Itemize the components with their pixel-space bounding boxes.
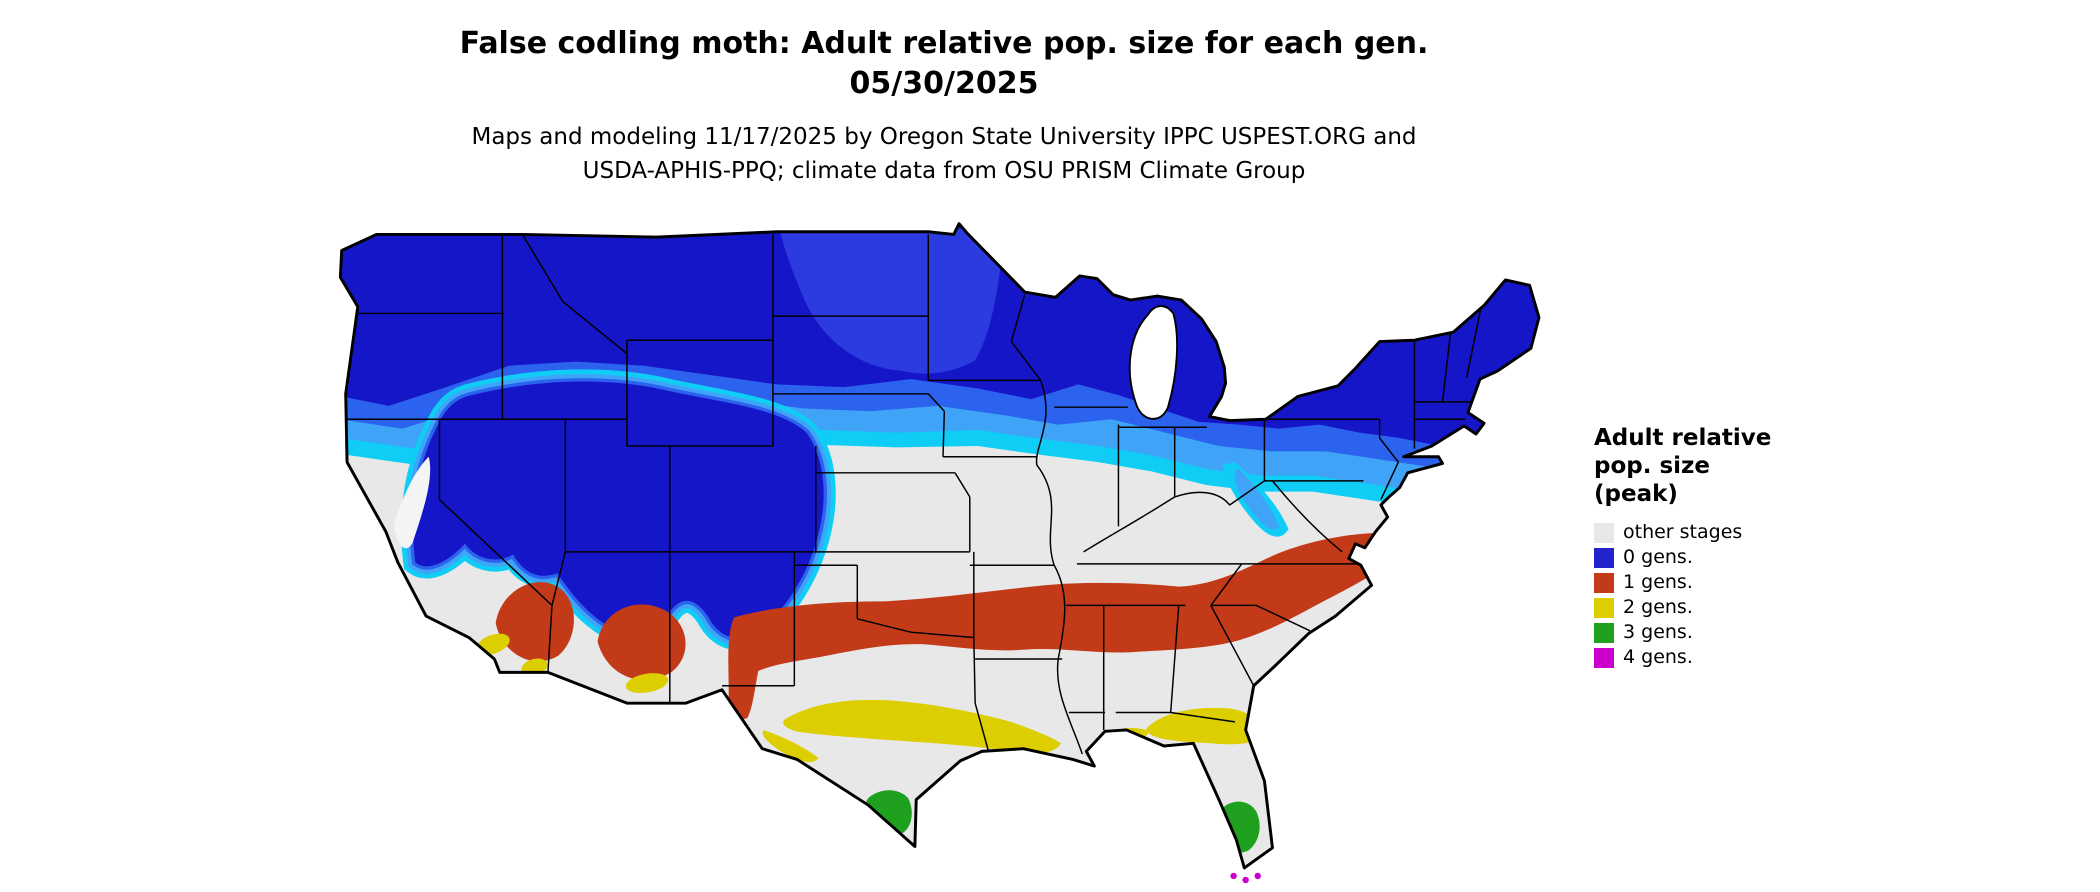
red-patch-california (495, 582, 574, 662)
red-band-south (728, 533, 1394, 720)
legend-title-line3: (peak) (1594, 481, 1678, 507)
legend-item-other-stages: other stages (1594, 520, 1874, 545)
map-subtitle-line1: Maps and modeling 11/17/2025 by Oregon S… (471, 124, 1417, 150)
lake-michigan (1128, 305, 1179, 420)
map-header: False codling moth: Adult relative pop. … (0, 24, 1888, 188)
legend-title-line2: pop. size (1594, 453, 1711, 479)
map-subtitle-line2: USDA-APHIS-PPQ; climate data from OSU PR… (582, 158, 1306, 184)
red-regions-1-gen (495, 533, 1394, 720)
legend-item-1-gens: 1 gens. (1594, 570, 1874, 595)
us-map (338, 222, 1541, 884)
california-central-valley (393, 456, 431, 549)
legend-item-2-gens: 2 gens. (1594, 595, 1874, 620)
yellow-band-florida (1146, 707, 1265, 745)
map-title-date: 05/30/2025 (849, 66, 1039, 101)
map-fill-layers (340, 223, 1539, 868)
legend-title-line1: Adult relative (1594, 425, 1772, 451)
map-title-line1: False codling moth: Adult relative pop. … (459, 26, 1429, 61)
yellow-band-texas (783, 699, 1061, 754)
legend-label-0-gens: 0 gens. (1623, 546, 1693, 568)
magenta-speck-2 (1242, 876, 1249, 884)
map-subtitle: Maps and modeling 11/17/2025 by Oregon S… (0, 120, 1888, 188)
green-patch-south-texas (864, 790, 912, 837)
magenta-speck-1 (1230, 872, 1237, 880)
green-regions-3-gens (864, 790, 1260, 853)
yellow-regions-2-gens (476, 633, 1265, 762)
legend-swatch-3-gens (1594, 622, 1614, 643)
legend-swatch-0-gens (1594, 547, 1614, 568)
legend: Adult relative pop. size (peak) other st… (1594, 424, 1874, 670)
legend-label-1-gens: 1 gens. (1623, 571, 1693, 593)
red-patch-arizona (597, 604, 686, 680)
map-plains-medium-blue (779, 229, 1005, 374)
magenta-speck-3 (1254, 872, 1261, 880)
legend-label-2-gens: 2 gens. (1623, 596, 1693, 618)
yellow-rio-grande-sliver (762, 729, 819, 762)
legend-item-4-gens: 4 gens. (1594, 645, 1874, 670)
magenta-keys-4-gens (1230, 872, 1261, 884)
legend-label-4-gens: 4 gens. (1623, 646, 1693, 668)
legend-items: other stages 0 gens. 1 gens. 2 gens. 3 g… (1594, 520, 1874, 670)
us-outline (338, 222, 1541, 870)
legend-swatch-4-gens (1594, 647, 1614, 668)
appalachian-light-streak (1234, 467, 1280, 530)
legend-swatch-2-gens (1594, 597, 1614, 618)
state-borders (345, 234, 1483, 755)
legend-swatch-1-gens (1594, 572, 1614, 593)
legend-label-3-gens: 3 gens. (1623, 621, 1693, 643)
legend-swatch-other-stages (1594, 522, 1614, 543)
legend-label-other-stages: other stages (1623, 521, 1743, 543)
legend-item-3-gens: 3 gens. (1594, 620, 1874, 645)
legend-item-0-gens: 0 gens. (1594, 545, 1874, 570)
yellow-patch-arizona (625, 673, 669, 694)
